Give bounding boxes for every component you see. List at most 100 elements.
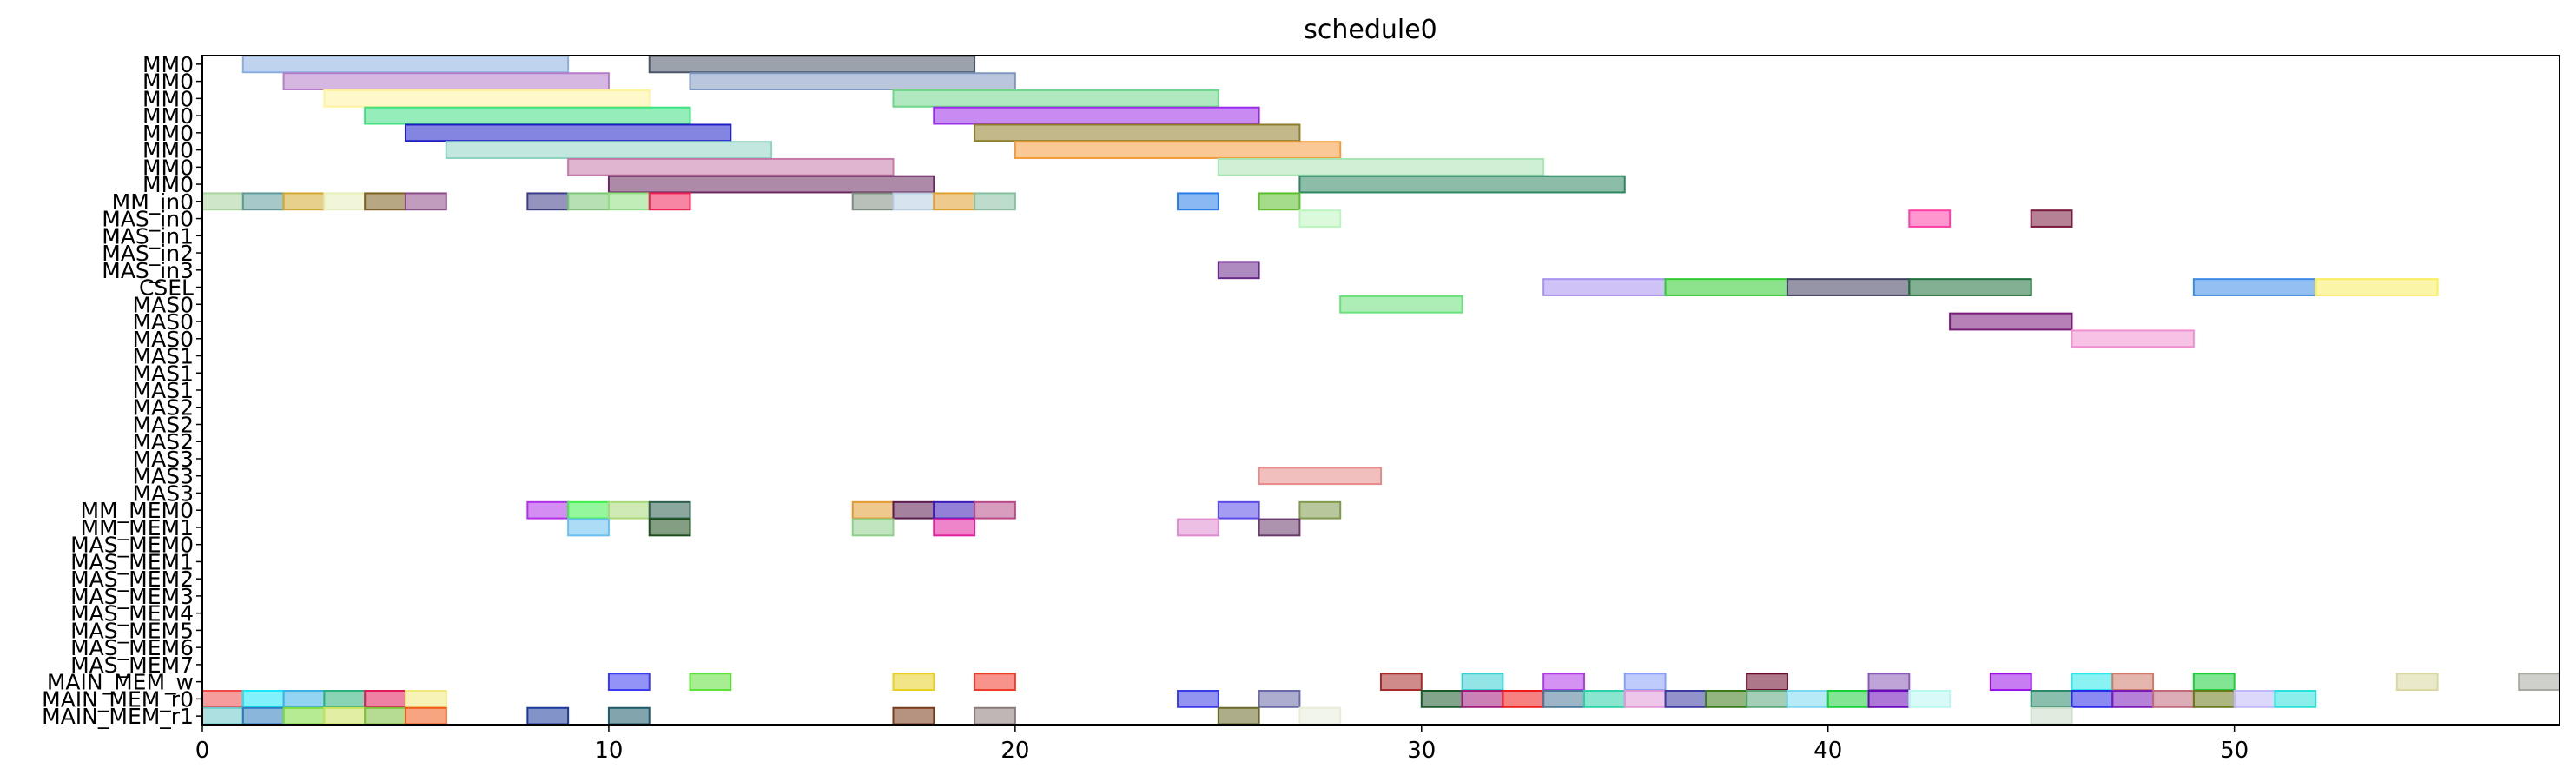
task-bar <box>648 55 976 74</box>
task-bar <box>2030 209 2073 228</box>
y-tick-label: MAS_MEM5 <box>70 618 194 643</box>
y-tick-label: MAS2 <box>133 429 194 454</box>
y-tick-label: MAS0 <box>133 327 194 352</box>
task-bar <box>1298 500 1342 520</box>
task-bar <box>1298 706 1342 726</box>
task-bar <box>1380 673 1423 692</box>
task-bar <box>364 706 406 726</box>
task-bar <box>607 673 651 692</box>
task-bar <box>2518 673 2560 692</box>
task-bar <box>526 706 570 726</box>
task-bar <box>1014 141 1342 159</box>
y-tick-label: MM_in0 <box>112 189 194 215</box>
y-tick-label: MM0 <box>142 52 194 77</box>
task-bar <box>1217 706 1260 726</box>
task-bar <box>404 192 447 211</box>
task-bar <box>1582 690 1626 708</box>
x-tick-label: 50 <box>2220 738 2249 764</box>
task-bar <box>445 141 773 159</box>
task-bar <box>1989 673 2032 692</box>
task-bar <box>404 706 447 726</box>
task-bar <box>567 518 610 537</box>
task-bar <box>1623 673 1667 692</box>
task-bar <box>201 706 244 726</box>
task-bar <box>1908 209 1952 228</box>
task-bar <box>933 192 976 211</box>
task-bar <box>1705 690 1748 708</box>
task-bar <box>1177 690 1219 708</box>
task-bar <box>1217 261 1260 280</box>
y-tick-label: MAS_MEM0 <box>70 533 194 558</box>
y-tick-label: MAS3 <box>133 447 194 472</box>
task-bar <box>241 192 285 211</box>
task-bar <box>1258 192 1301 211</box>
task-bar <box>2192 673 2236 692</box>
task-bar <box>2030 706 2073 726</box>
task-bar <box>607 706 651 726</box>
task-bar <box>648 500 691 520</box>
task-bar <box>648 518 691 537</box>
task-bar <box>1664 690 1707 708</box>
y-tick-label: MM_MEM0 <box>81 498 194 523</box>
y-tick-label: MAIN_MEM_r0 <box>42 686 194 712</box>
y-tick-label: MAS_MEM1 <box>70 549 194 574</box>
task-bar <box>2030 690 2073 708</box>
task-bar <box>851 500 895 520</box>
task-bar <box>1258 467 1383 486</box>
y-tick-label: MM0 <box>142 172 194 197</box>
y-tick-label: MAS_in1 <box>102 223 194 249</box>
task-bar <box>567 500 610 520</box>
y-tick-label: MAS2 <box>133 395 194 421</box>
y-tick-label: MAS1 <box>133 361 194 386</box>
task-bar <box>892 192 935 211</box>
y-tick-label: MAS_MEM3 <box>70 584 194 609</box>
y-tick-label: MAS3 <box>133 480 194 506</box>
y-tick-label: CSEL <box>139 275 194 301</box>
task-bar <box>1949 312 2073 331</box>
y-tick-label: MM0 <box>142 70 194 95</box>
task-bar <box>892 89 1219 108</box>
task-bar <box>2233 690 2276 708</box>
y-tick-label: MAS_MEM2 <box>70 567 194 592</box>
task-bar <box>607 192 651 211</box>
task-bar <box>282 192 326 211</box>
task-bar <box>1298 175 1626 194</box>
task-bar <box>1746 690 1788 708</box>
task-bar <box>364 690 406 708</box>
task-bar <box>1461 690 1504 708</box>
task-bar <box>201 690 244 708</box>
task-bar <box>567 192 610 211</box>
y-tick-label: MM_MEM1 <box>81 515 194 540</box>
y-tick-label: MM0 <box>142 103 194 129</box>
x-axis: 0 10 20 30 40 50 <box>195 725 2249 764</box>
task-bar <box>241 690 285 708</box>
task-bar <box>2395 673 2439 692</box>
y-tick-label: MAS3 <box>133 464 194 489</box>
task-bar <box>1786 690 1829 708</box>
task-bar <box>1826 690 1870 708</box>
task-bar <box>1217 157 1545 176</box>
task-bar <box>567 157 895 176</box>
y-tick-label: MAS_in3 <box>102 258 194 283</box>
task-bar <box>1298 209 1342 228</box>
task-bar <box>526 192 570 211</box>
task-bar <box>1258 518 1301 537</box>
task-bar <box>1908 278 2032 296</box>
task-bar <box>1177 518 1219 537</box>
y-tick-label: MAIN_MEM_r1 <box>42 704 194 729</box>
y-tick-label: MAIN_MEM_w <box>47 670 194 695</box>
chart-title: schedule0 <box>1304 15 1437 45</box>
task-bar <box>2315 278 2439 296</box>
task-bar <box>1542 673 1585 692</box>
task-bar <box>974 500 1016 520</box>
task-bar <box>241 706 285 726</box>
task-bar <box>689 673 732 692</box>
task-bar <box>892 500 935 520</box>
task-bar <box>282 706 326 726</box>
task-bar <box>1177 192 1219 211</box>
task-bar <box>648 192 691 211</box>
task-bar <box>404 690 447 708</box>
task-bar <box>1786 278 1911 296</box>
